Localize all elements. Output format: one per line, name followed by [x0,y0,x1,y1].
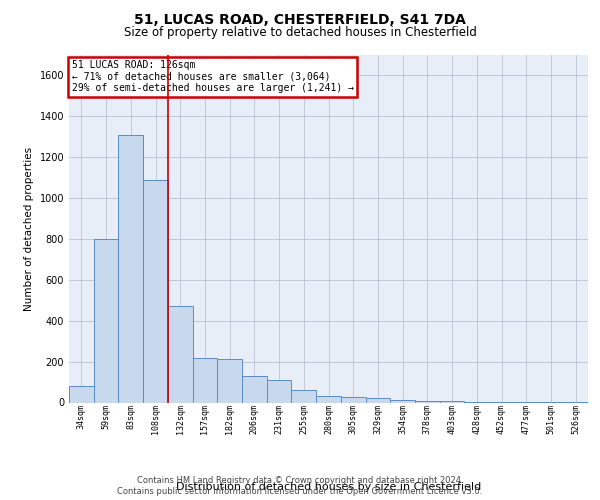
Text: 51, LUCAS ROAD, CHESTERFIELD, S41 7DA: 51, LUCAS ROAD, CHESTERFIELD, S41 7DA [134,12,466,26]
X-axis label: Distribution of detached houses by size in Chesterfield: Distribution of detached houses by size … [176,482,481,492]
Bar [69,386,94,402]
Bar [341,398,365,402]
Bar [316,396,341,402]
Bar [267,380,292,402]
Bar [242,376,267,402]
Text: Contains public sector information licensed under the Open Government Licence v3: Contains public sector information licen… [118,488,482,496]
Bar [94,239,118,402]
Y-axis label: Number of detached properties: Number of detached properties [24,146,34,311]
Bar [365,398,390,402]
Text: 51 LUCAS ROAD: 126sqm
← 71% of detached houses are smaller (3,064)
29% of semi-d: 51 LUCAS ROAD: 126sqm ← 71% of detached … [71,60,353,94]
Bar [118,134,143,402]
Text: Size of property relative to detached houses in Chesterfield: Size of property relative to detached ho… [124,26,476,39]
Bar [292,390,316,402]
Bar [143,180,168,402]
Bar [390,400,415,402]
Bar [168,306,193,402]
Text: Contains HM Land Registry data © Crown copyright and database right 2024.: Contains HM Land Registry data © Crown c… [137,476,463,485]
Bar [217,358,242,403]
Bar [193,358,217,403]
